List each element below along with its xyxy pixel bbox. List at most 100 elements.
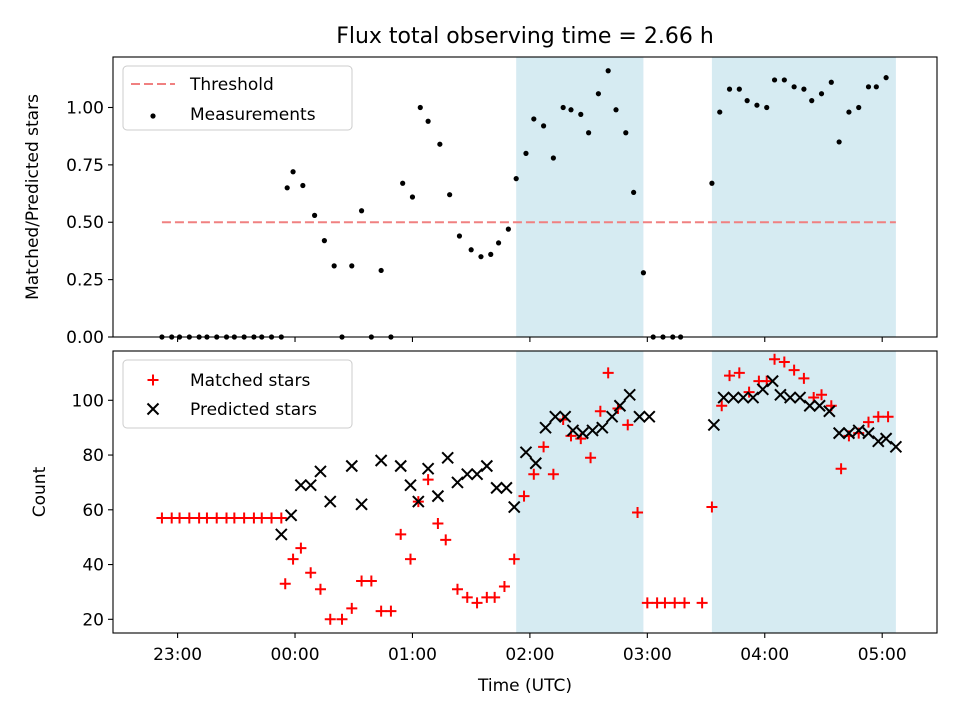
- predicted-star-point: [566, 424, 580, 437]
- predicted-star-point: [412, 495, 425, 508]
- measurement-point: [623, 130, 629, 136]
- bottom-shaded-intervals: [516, 351, 896, 633]
- matched-star-point: [422, 474, 434, 486]
- measurement-point: [513, 176, 519, 182]
- measurement-point: [290, 169, 296, 175]
- matched-star-point: [679, 597, 691, 609]
- bottom-axes-frame: [112, 350, 938, 634]
- predicted-star-point: [490, 481, 503, 495]
- predicted-star-point: [394, 459, 407, 473]
- measurement-point: [331, 263, 337, 269]
- chart-title: Flux total observing time = 2.66 h: [336, 24, 714, 49]
- predicted-star-point: [324, 495, 337, 508]
- matched-star-point: [432, 517, 444, 529]
- predicted-star-point: [813, 399, 826, 412]
- measurement-point: [505, 226, 511, 232]
- legend-frame: [122, 359, 353, 429]
- matched-star-point: [669, 597, 681, 609]
- matched-star-point: [743, 386, 755, 398]
- predicted-star-point: [586, 424, 599, 437]
- matched-star-point: [451, 583, 463, 595]
- measurement-point: [456, 233, 463, 239]
- top-y-axis: 0.00 0.25 0.50 0.75 1.00: [66, 98, 113, 348]
- matched-star-point: [508, 553, 520, 565]
- matched-star-point: [547, 468, 559, 480]
- predicted-star-point: [558, 410, 572, 423]
- predicted-star-point: [355, 498, 368, 511]
- matched-star-point: [788, 364, 800, 376]
- matched-star-point: [201, 512, 213, 524]
- matched-star-point: [375, 605, 387, 617]
- predicted-star-point: [852, 424, 865, 437]
- x-tick-label: 02:00: [505, 645, 554, 665]
- measurement-point: [578, 111, 584, 117]
- bottom-y-axis-label: Count: [30, 466, 50, 517]
- matched-star-point: [872, 411, 884, 423]
- top-axes-frame: [112, 56, 938, 338]
- measurement-point: [771, 77, 778, 83]
- matched-star-point: [716, 400, 728, 412]
- matched-star-point: [287, 553, 299, 565]
- top-x-axis-ticks: [177, 337, 883, 342]
- predicted-star-point: [500, 481, 513, 495]
- predicted-star-point: [529, 457, 542, 470]
- measurement-point: [744, 98, 750, 104]
- matched-star-point: [882, 411, 894, 423]
- matched-star-point: [585, 452, 597, 464]
- measurement-point: [631, 189, 637, 196]
- matched-star-point: [724, 370, 736, 382]
- matched-star-point: [733, 367, 745, 379]
- measurements-series: [159, 68, 889, 340]
- measurement-point: [736, 86, 742, 92]
- predicted-star-point: [774, 388, 787, 402]
- predicted-star-point: [294, 478, 308, 492]
- predicted-star-point: [284, 509, 298, 522]
- top-panel: 0.00 0.25 0.50 0.75 1.00 Matched/Predicted s…: [23, 56, 938, 348]
- bottom-y-tick-label: 60: [82, 501, 104, 521]
- predicted-star-point: [633, 410, 646, 423]
- predicted-star-point: [431, 489, 445, 503]
- matched-star-point: [256, 512, 268, 524]
- measurement-point: [791, 84, 797, 90]
- measurement-point: [495, 240, 502, 246]
- predicted-star-point: [613, 399, 627, 412]
- bottom-y-tick-label: 20: [82, 610, 104, 630]
- matched-star-point: [489, 591, 501, 603]
- measurement-point: [400, 180, 406, 186]
- matched-star-point: [275, 512, 287, 524]
- legend-measurements-swatch: [150, 113, 156, 119]
- top-legend: Threshold Measurements: [122, 65, 353, 131]
- measurement-point: [726, 86, 733, 92]
- matched-star-point: [769, 353, 781, 365]
- measurement-point: [717, 109, 723, 115]
- predicted-star-point: [832, 426, 846, 440]
- matched-star-point: [295, 542, 307, 554]
- predicted-star-point: [605, 410, 619, 423]
- legend-frame: [122, 65, 353, 131]
- measurement-point: [378, 267, 384, 274]
- bottom-legend: Matched stars Predicted stars: [122, 359, 353, 429]
- measurement-point: [417, 104, 423, 111]
- bottom-panel: 20 40 60 80 100 23:00 00:00 01:00 02:00 03:00 04:…: [30, 350, 938, 696]
- measurement-point: [640, 270, 647, 276]
- measurement-point: [523, 150, 529, 156]
- matched-star-point: [798, 372, 810, 384]
- matched-star-point: [602, 367, 614, 379]
- predicted-star-point: [756, 383, 770, 396]
- predicted-star-point: [862, 426, 875, 440]
- x-tick-label: 05:00: [858, 645, 907, 665]
- measurement-point: [781, 77, 787, 83]
- matched-star-point: [632, 507, 644, 519]
- bottom-y-tick-label: 40: [82, 556, 104, 576]
- top-y-tick-label: 0.50: [66, 213, 104, 233]
- matched-star-point: [238, 512, 250, 524]
- matched-star-point: [405, 553, 417, 565]
- predicted-star-point: [549, 410, 562, 423]
- predicted-star-point: [872, 435, 885, 448]
- predicted-star-point: [793, 391, 807, 404]
- measurement-point: [754, 102, 760, 108]
- matched-star-point: [498, 580, 510, 592]
- predicted-stars-series: [275, 374, 903, 541]
- observing-interval: [711, 57, 896, 337]
- predicted-star-point: [304, 478, 317, 492]
